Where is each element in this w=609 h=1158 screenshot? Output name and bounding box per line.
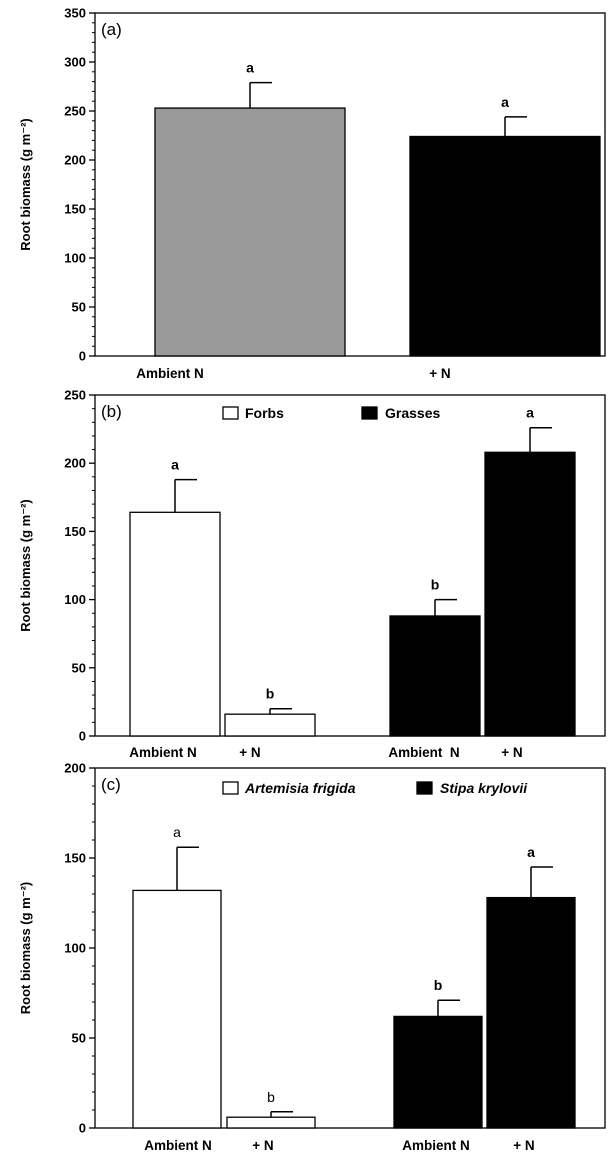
panel-label: (c) (101, 775, 121, 794)
x-category-label: + N (501, 745, 522, 760)
bar (393, 1015, 483, 1129)
y-tick-label: 350 (64, 6, 86, 21)
legend-label: Forbs (245, 405, 284, 421)
y-axis-label: Root biomass (g m⁻²) (18, 118, 33, 251)
y-tick-label: 50 (72, 660, 86, 675)
legend-label: Grasses (385, 405, 440, 421)
y-tick-label: 100 (64, 251, 86, 266)
y-tick-label: 150 (64, 851, 86, 866)
significance-label: a (173, 824, 181, 840)
y-tick-label: 250 (64, 388, 86, 403)
y-tick-label: 100 (64, 941, 86, 956)
y-tick-label: 100 (64, 592, 86, 607)
x-category-label: Ambient N (129, 745, 197, 760)
plot-frame (94, 12, 606, 357)
y-tick-label: 150 (64, 524, 86, 539)
significance-label: a (527, 844, 535, 860)
bar (409, 135, 601, 357)
x-category-label: + N (429, 366, 450, 381)
significance-label: b (434, 977, 443, 993)
x-category-label: Ambient N (144, 1138, 212, 1153)
x-category-label: + N (513, 1138, 534, 1153)
y-tick-label: 50 (72, 1031, 86, 1046)
bar (486, 896, 576, 1129)
x-category-label: Ambient N (388, 745, 459, 760)
y-tick-label: 0 (79, 729, 86, 744)
significance-label: a (526, 405, 534, 421)
y-tick-label: 0 (79, 1121, 86, 1136)
significance-label: a (501, 94, 509, 110)
legend-swatch (361, 406, 378, 420)
panel-label: (b) (101, 402, 122, 421)
y-axis-label: Root biomass (g m⁻²) (18, 499, 33, 632)
panel-b: 0 50 100 150 200 250 Root biomass (g m⁻²) (b) a b… (18, 388, 606, 760)
significance-label: a (246, 60, 254, 76)
panel-c: 0 50 100 150 200 Root biomass (g m⁻²) (c) a b b a A… (18, 761, 606, 1153)
legend-swatch (416, 781, 433, 795)
bar (154, 107, 346, 357)
panel-label: (a) (101, 20, 122, 39)
significance-label: b (267, 1089, 275, 1105)
bar (129, 511, 221, 737)
bar (389, 615, 481, 737)
y-tick-label: 50 (72, 300, 86, 315)
y-tick-label: 200 (64, 153, 86, 168)
y-tick-label: 200 (64, 456, 86, 471)
y-tick-label: 300 (64, 55, 86, 70)
legend-label: Artemisia frigida (244, 780, 356, 796)
y-tick-label: 250 (64, 104, 86, 119)
y-tick-label: 200 (64, 761, 86, 776)
bar (226, 1116, 316, 1129)
significance-label: b (266, 686, 275, 702)
x-category-label: + N (252, 1138, 273, 1153)
y-tick-label: 0 (79, 349, 86, 364)
bar (224, 713, 316, 737)
significance-label: b (431, 577, 440, 593)
panel-a: 0 50 100 150 200 250 300 350 Root biomass (g m⁻²… (18, 6, 606, 381)
bar (132, 889, 222, 1129)
legend-label: Stipa krylovii (440, 780, 528, 796)
y-axis-label: Root biomass (g m⁻²) (18, 882, 33, 1015)
legend-swatch (222, 781, 239, 795)
legend-swatch (222, 406, 239, 420)
plot-frame (94, 394, 606, 737)
x-category-label: Ambient N (136, 366, 204, 381)
x-category-label: + N (239, 745, 260, 760)
x-category-label: Ambient N (402, 1138, 470, 1153)
bar (484, 451, 576, 737)
significance-label: a (171, 457, 179, 473)
y-tick-label: 150 (64, 202, 86, 217)
